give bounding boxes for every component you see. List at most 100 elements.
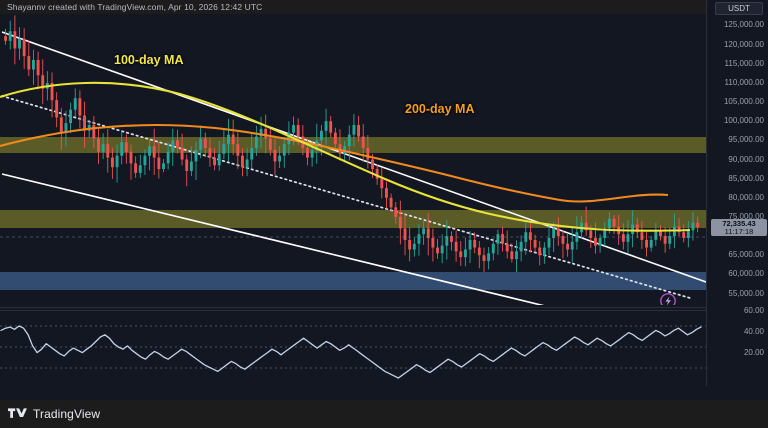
- candle-body: [110, 157, 114, 168]
- last-price-value: 72,335.43: [722, 218, 756, 228]
- candle-body: [69, 109, 73, 124]
- candle-body: [417, 234, 421, 244]
- support-zone: [0, 272, 706, 290]
- candle-body: [640, 232, 644, 240]
- price-tick: 90,000.00: [728, 154, 764, 164]
- candle-body: [515, 251, 518, 260]
- candle-body: [231, 134, 235, 145]
- price-pane[interactable]: 100-day MA 200-day MA: [0, 14, 706, 305]
- candle-body: [32, 59, 35, 70]
- candle-body: [282, 144, 286, 156]
- candle-body: [663, 236, 667, 244]
- price-scale[interactable]: USDT 125,000.00 120,000.00 115,000.00 110,0…: [706, 0, 768, 386]
- tradingview-logo-icon: [8, 407, 27, 418]
- candle-body: [631, 224, 635, 235]
- candle-body: [36, 59, 40, 76]
- candle-body: [375, 169, 379, 179]
- resistance-zone-lower: [0, 210, 706, 228]
- candle-body: [477, 247, 481, 256]
- candle-body: [273, 149, 277, 162]
- candle-body: [626, 234, 630, 242]
- candle-body: [175, 140, 179, 149]
- candle-body: [654, 230, 658, 240]
- candle-body: [217, 153, 221, 166]
- price-plot: [0, 14, 706, 305]
- candle-body: [185, 159, 189, 171]
- candle-body: [682, 232, 686, 238]
- price-tick: 95,000.00: [728, 135, 764, 145]
- candle-body: [343, 146, 347, 154]
- candle-body: [440, 245, 444, 254]
- candle-body: [194, 149, 198, 162]
- candle-body: [454, 241, 458, 252]
- candle-body: [352, 125, 356, 135]
- price-tick: 75,000.00: [728, 211, 764, 221]
- candle-body: [138, 165, 142, 173]
- rsi-tick: 20.00: [743, 348, 764, 357]
- symbol-badge: USDT: [715, 2, 763, 15]
- candle-body: [236, 144, 240, 156]
- candle-body: [524, 232, 528, 242]
- candle-body: [324, 121, 328, 131]
- candle-body: [473, 239, 477, 248]
- price-tick: 80,000.00: [728, 192, 764, 202]
- candle-body: [691, 222, 695, 231]
- rsi-tick: 40.00: [743, 327, 764, 336]
- lightning-bolt-marker[interactable]: [660, 293, 676, 305]
- candle-body: [180, 148, 184, 160]
- price-tick: 65,000.00: [728, 250, 764, 260]
- candle-body: [686, 230, 690, 238]
- candle-body: [59, 117, 63, 133]
- candle-body: [431, 237, 435, 248]
- candle-body: [106, 144, 110, 158]
- candle-body: [482, 255, 486, 261]
- candle-body: [487, 253, 491, 261]
- candle-body: [371, 159, 374, 170]
- candle-body: [18, 38, 21, 49]
- candle-body: [389, 197, 393, 208]
- candle-body: [570, 241, 574, 250]
- candle-body: [189, 161, 193, 171]
- candle-body: [78, 98, 82, 116]
- candle-body: [115, 155, 119, 168]
- candle-body: [584, 222, 588, 231]
- annotation-100day-ma: 100-day MA: [114, 53, 184, 67]
- candle-body: [227, 134, 230, 145]
- candle-body: [199, 138, 203, 150]
- price-tick: 115,000.00: [724, 58, 764, 68]
- candle-body: [385, 188, 388, 198]
- candle-body: [83, 115, 86, 131]
- candle-body: [552, 228, 556, 238]
- rsi-tick: 60.00: [743, 306, 764, 315]
- candle-body: [621, 234, 625, 242]
- candle-body: [519, 241, 523, 252]
- rsi-background: [0, 311, 706, 392]
- last-price-badge: 72,335.43 11:17:18: [711, 218, 767, 237]
- candle-body: [668, 236, 672, 244]
- candle-body: [41, 75, 45, 89]
- candle-body: [696, 222, 700, 228]
- price-tick: 100,000.00: [723, 116, 764, 126]
- candle-body: [13, 31, 17, 49]
- candle-body: [547, 237, 551, 248]
- rsi-pane[interactable]: [0, 310, 706, 392]
- candle-body: [361, 136, 365, 149]
- candle-body: [445, 236, 449, 246]
- candle-body: [73, 98, 77, 110]
- candle-body: [296, 125, 300, 137]
- candle-body: [101, 144, 105, 152]
- annotation-200day-ma: 200-day MA: [405, 102, 475, 116]
- ma100-line: [0, 81, 691, 232]
- candle-body: [203, 138, 207, 149]
- candle-body: [510, 251, 514, 260]
- candle-body: [594, 237, 597, 246]
- candle-body: [450, 236, 453, 242]
- candle-body: [394, 207, 398, 217]
- candle-body: [306, 148, 309, 158]
- candle-body: [528, 232, 532, 240]
- candle-body: [171, 140, 175, 152]
- candle-body: [148, 146, 152, 156]
- candle-body: [589, 230, 593, 238]
- candle-body: [8, 31, 12, 41]
- candle-body: [27, 56, 31, 70]
